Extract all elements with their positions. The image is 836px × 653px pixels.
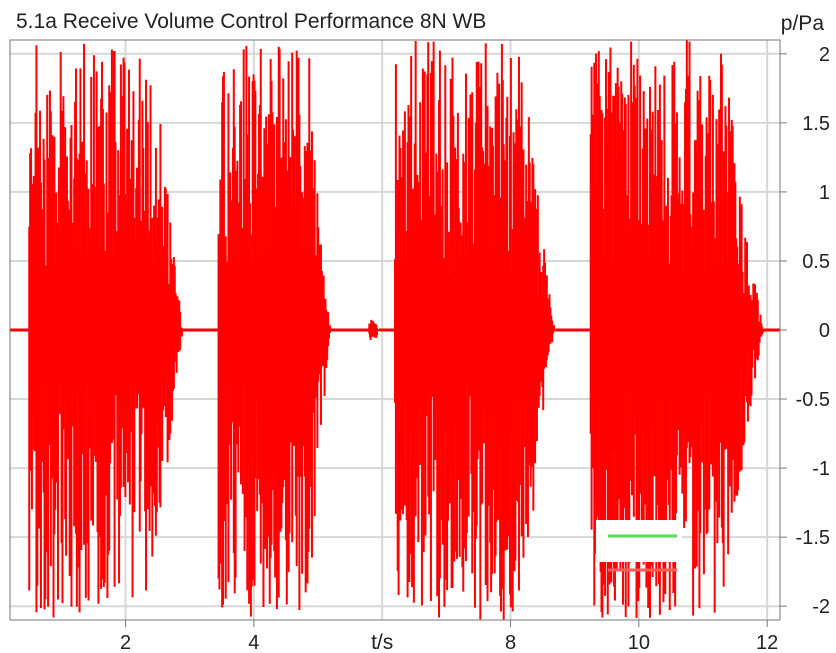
y-tick-label: 1 [819, 182, 830, 204]
y-tick-label: -0.5 [796, 389, 830, 411]
waveform-series [10, 40, 780, 620]
x-tick-label: 2 [120, 632, 131, 653]
y-tick-label: -2 [812, 596, 830, 618]
waveform-segment-2 [217, 45, 331, 617]
y-tick-label: -1 [812, 458, 830, 480]
y-axis-label: p/Pa [781, 12, 825, 35]
legend-box [596, 520, 682, 562]
waveform-segment-4 [394, 40, 556, 620]
y-tick-label: 0 [819, 320, 830, 342]
x-tick-label: 12 [756, 632, 778, 653]
x-tick-label: 10 [628, 632, 650, 653]
y-tick-label: 0.5 [802, 251, 830, 273]
legend [596, 520, 682, 572]
x-axis-label: t/s [371, 631, 393, 653]
x-axis-ticks: 2 4 8 10 12 [120, 620, 778, 653]
y-tick-label: 1.5 [802, 113, 830, 135]
waveform-segment-1 [28, 43, 184, 618]
y-tick-label: 2 [819, 44, 830, 66]
chart-title: 5.1a Receive Volume Control Performance … [16, 10, 486, 33]
y-axis-ticks: 2 1.5 1 0.5 0 -0.5 -1 -1.5 -2 [780, 44, 830, 618]
y-tick-label: -1.5 [796, 527, 830, 549]
waveform-segment-3 [368, 319, 380, 341]
x-tick-label: 4 [248, 632, 259, 653]
x-tick-label: 8 [505, 632, 516, 653]
